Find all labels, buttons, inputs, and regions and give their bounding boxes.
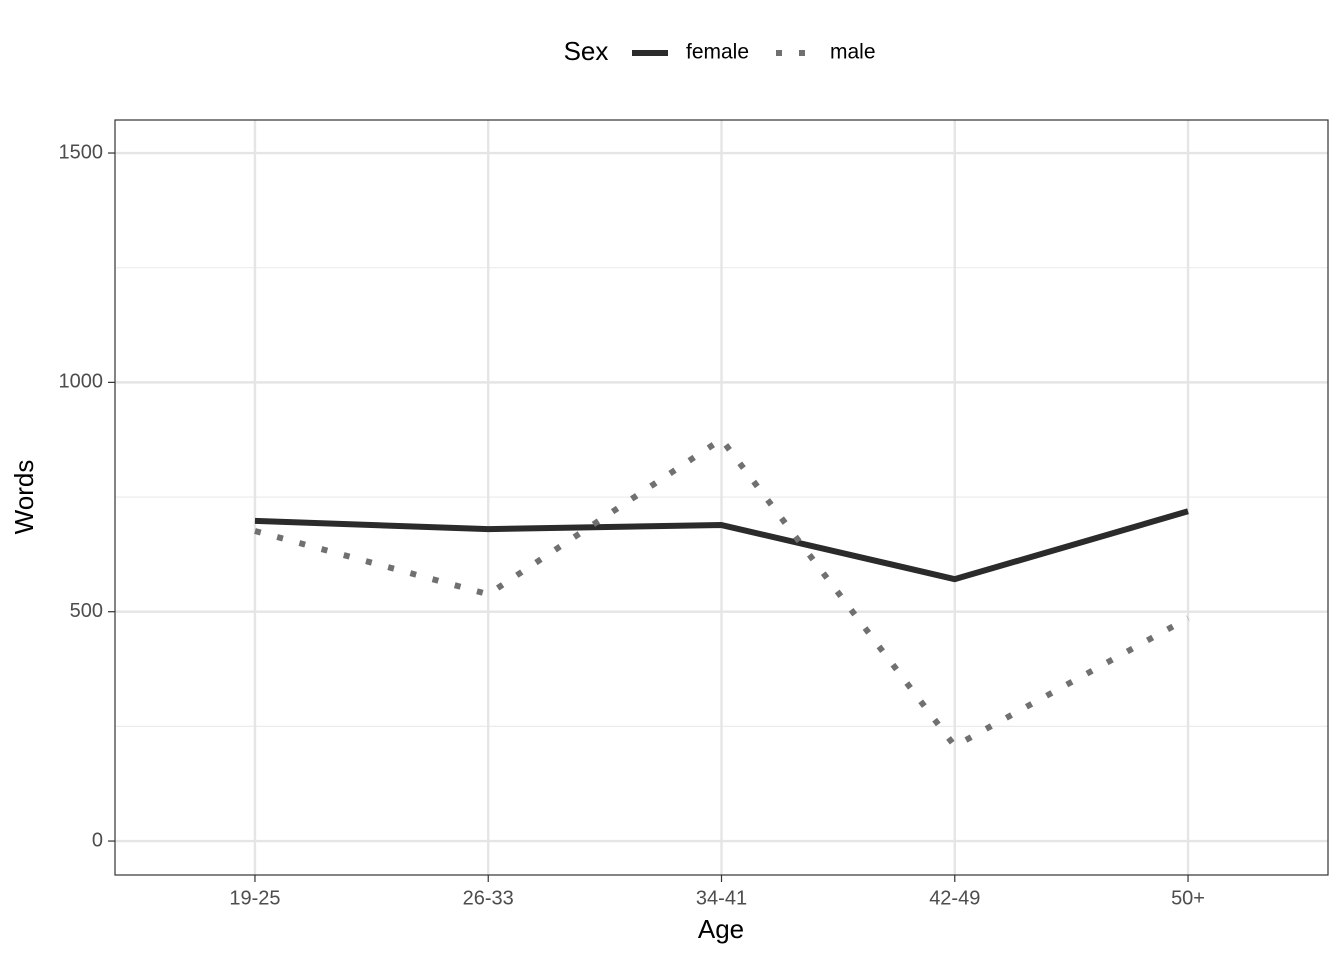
x-tick-label: 50+ [1171,887,1205,909]
legend-label: female [686,41,749,64]
y-axis-title: Words [9,460,39,535]
panel-border [114,119,1329,876]
x-axis-title: Age [698,914,744,944]
x-tick-label: 26-33 [463,887,514,909]
x-tick-label: 42-49 [929,887,980,909]
x-tick-label: 34-41 [696,887,747,909]
series-line [254,436,1190,750]
y-tick-label: 1500 [59,141,104,163]
y-tick-label: 1000 [59,371,104,393]
y-tick-label: 0 [92,829,103,851]
legend-label: male [830,41,876,64]
y-tick-label: 500 [70,600,103,622]
legend-title: Sex [564,36,609,66]
x-tick-label: 19-25 [229,887,280,909]
series-line [254,508,1189,583]
